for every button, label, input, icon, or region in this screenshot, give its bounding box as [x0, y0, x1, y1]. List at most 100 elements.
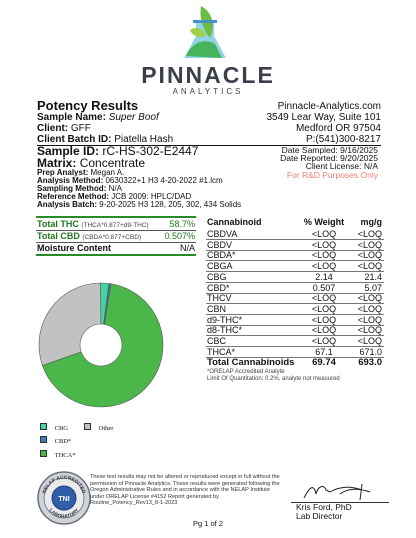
analysis-batch-value: 9-20-2025 H3 128, 205, 302, 434 Solids — [99, 200, 242, 209]
totals-box: Total THC (THCA*0.877+d9-THC) 58.7% Tota… — [36, 216, 196, 276]
row-divider — [206, 292, 384, 294]
client-batch-value: Piatella Hash — [114, 134, 174, 145]
analysis-method-line: Analysis Method: 0630322+1 H3 4-20-2022 … — [37, 176, 223, 185]
total-thc-row: Total THC (THCA*0.877+d9-THC) 58.7% — [36, 219, 196, 230]
row-divider — [206, 346, 384, 347]
rnd-notice: For R&D Purposes Only — [286, 170, 378, 180]
client-batch-label: Client Batch ID: — [37, 134, 112, 145]
total-thc-label: Total THC (THCA*0.877+d9-THC) — [37, 219, 149, 229]
legend-label: Other — [98, 425, 114, 432]
sample-id-label: Sample ID: — [37, 144, 100, 158]
cannabinoid-name: CBDVA — [207, 229, 238, 239]
sample-name-value: Super Boof — [108, 112, 159, 123]
row-divider — [206, 313, 384, 315]
row-divider — [206, 249, 384, 251]
cannabinoid-weight: <LOQ — [311, 239, 337, 250]
svg-text:TNI: TNI — [58, 496, 69, 503]
sampling-method-label: Sampling Method: — [37, 184, 107, 193]
row-divider — [206, 303, 384, 305]
cannabinoid-name: THCA* — [207, 346, 236, 357]
cannabinoid-name: CBC — [207, 336, 227, 346]
cannabinoid-name: d8-THC* — [207, 325, 243, 336]
date-reported: Date Reported: 9/20/2025 — [280, 153, 378, 163]
row-divider — [206, 271, 384, 273]
cannabinoid-mg: <LOQ — [357, 261, 382, 272]
pie-slice-thca — [42, 283, 164, 408]
total-cbd-value: 0.507% — [164, 231, 195, 241]
cannabinoid-weight: 2.14 — [315, 271, 333, 282]
sampling-method-line: Sampling Method: N/A — [37, 184, 122, 193]
prep-analyst-value: Megan A. — [90, 168, 125, 177]
row-divider — [206, 260, 384, 262]
cannabinoid-weight: <LOQ — [311, 261, 337, 272]
matrix-line: Matrix: Concentrate — [37, 156, 145, 170]
cannabinoid-mg: <LOQ — [357, 239, 382, 250]
total-cbd-row: Total CBD (CBDA*0.877+CBD) 0.507% — [36, 231, 196, 242]
client-label: Client: — [37, 123, 69, 134]
cannabinoid-weight: 0.507 — [312, 282, 336, 293]
table-row: d8-THC* <LOQ <LOQ — [206, 325, 384, 335]
cannabinoid-mg: 671.0 — [359, 346, 382, 357]
sample-id-value: rC-HS-302-E2447 — [102, 144, 199, 158]
sampling-method-value: N/A — [108, 184, 122, 193]
signature-line — [291, 502, 389, 503]
legend-item-other: Other — [84, 423, 113, 432]
row-divider — [206, 239, 384, 240]
client-value: GFF — [70, 123, 91, 134]
cannabinoid-mg: <LOQ — [357, 325, 382, 336]
cannabinoid-mg: 21.4 — [364, 271, 382, 282]
prep-analyst-label: Prep Analyst: — [37, 168, 89, 177]
totals-bottom-rule — [36, 254, 196, 256]
pinnacle-logo — [184, 6, 226, 58]
cannabinoid-mg: <LOQ — [357, 250, 382, 261]
total-cbd-formula: (CBDA*0.877+CBD) — [82, 234, 142, 241]
signer-title: Lab Director — [296, 511, 343, 521]
cannabinoid-name: CBDV — [207, 239, 233, 250]
pie-slice-cbd — [103, 283, 112, 325]
matrix-value: Concentrate — [79, 156, 146, 170]
analysis-method-value: 0630322+1 H3 4-20-2022 #1.lcm — [105, 176, 223, 185]
table-row: CBDV <LOQ <LOQ — [206, 240, 384, 250]
cannabinoid-name: CBG — [207, 271, 227, 282]
total-cbd-text: Total CBD — [37, 231, 80, 241]
client-license: Client License: N/A — [305, 161, 378, 171]
cannabinoid-name: CBGA — [207, 261, 233, 272]
total-thc-formula: (THCA*0.877+d9-THC) — [81, 222, 149, 229]
prep-analyst-line: Prep Analyst: Megan A. — [37, 168, 124, 177]
analysis-method-label: Analysis Method: — [37, 176, 104, 185]
table-row: CBC <LOQ <LOQ — [206, 336, 384, 346]
legend-swatch — [40, 423, 47, 430]
col-weight: % Weight — [303, 217, 345, 227]
signature-icon — [303, 483, 371, 501]
total-mg: 693.0 — [358, 357, 382, 369]
cannabinoid-name: THCV — [207, 293, 232, 304]
col-cannabinoid: Cannabinoid — [207, 217, 262, 227]
loq-note: Limit Of Quantitation: 0.2%, analyte not… — [207, 376, 340, 383]
table-row: THCV <LOQ <LOQ — [206, 293, 384, 303]
header-divider — [37, 145, 381, 146]
sample-name-line: Sample Name: Super Boof — [37, 112, 159, 123]
reference-method-line: Reference Method: JCB 2009: HPLC/DAD — [37, 192, 191, 201]
total-thc-text: Total THC — [37, 219, 79, 229]
total-cannabinoids-row: Total Cannabinoids 69.74 693.0 — [206, 358, 384, 368]
cannabinoid-weight: <LOQ — [311, 336, 337, 346]
accreditation-note: *ORELAP Accredited Analyte — [207, 369, 285, 376]
row-divider — [206, 324, 384, 326]
row-divider — [206, 356, 384, 358]
legend-item-cbg: CBG — [40, 423, 68, 432]
matrix-label: Matrix: — [37, 156, 77, 170]
legend-swatch — [84, 423, 91, 430]
page-number: Pg 1 of 2 — [192, 519, 224, 528]
cannabinoid-mg: <LOQ — [357, 293, 382, 304]
client-batch-line: Client Batch ID: Piatella Hash — [37, 134, 173, 145]
cannabinoid-name: CBDA* — [207, 250, 236, 261]
moisture-row: Moisture Content N/A — [36, 243, 196, 254]
flask-leaf-icon — [184, 6, 226, 58]
cannabinoid-mg: <LOQ — [357, 303, 382, 314]
row-divider — [206, 281, 384, 283]
analysis-batch-label: Analysis Batch: — [37, 200, 98, 209]
legend-swatch — [40, 436, 47, 443]
cannabinoid-name: CBD* — [207, 282, 230, 293]
signer-block: Kris Ford, PhD Lab Director — [296, 503, 352, 521]
report-title: Potency Results — [37, 98, 139, 113]
